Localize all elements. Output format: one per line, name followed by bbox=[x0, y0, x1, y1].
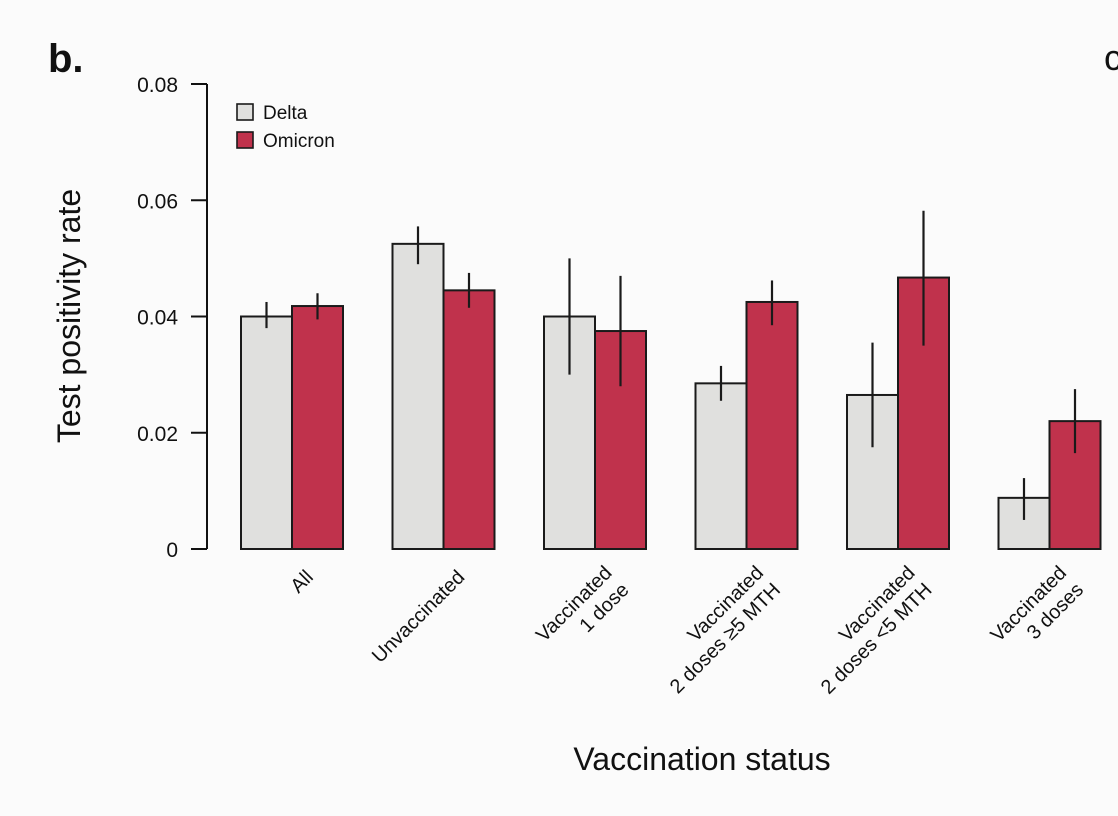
x-tick-labels: All Unvaccinated Vaccinated1 dose Vaccinate… bbox=[286, 562, 1088, 699]
x-tick-label-line: Unvaccinated bbox=[368, 566, 469, 667]
y-tick-label: 0.02 bbox=[137, 423, 178, 446]
x-tick-label: Vaccinated3 doses bbox=[987, 562, 1088, 663]
legend-label-omicron: Omicron bbox=[263, 131, 335, 152]
x-tick-label: Vaccinated2 doses ≥5 MTH bbox=[649, 562, 785, 698]
x-axis-title: Vaccination status bbox=[573, 741, 830, 777]
y-tick-label: 0.08 bbox=[137, 74, 178, 97]
legend-label-delta: Delta bbox=[263, 103, 308, 124]
y-axis-title: Test positivity rate bbox=[51, 189, 87, 443]
x-tick-label: Vaccinated1 dose bbox=[532, 562, 633, 663]
panel-label: b. bbox=[48, 37, 84, 81]
bar-omicron-3 bbox=[745, 300, 799, 550]
x-tick-label: Vaccinated2 doses <5 MTH bbox=[800, 562, 937, 699]
bar-delta-1 bbox=[391, 242, 445, 550]
bar-delta-3 bbox=[694, 382, 748, 550]
legend-swatch-omicron bbox=[236, 131, 254, 149]
bar-omicron-0 bbox=[291, 305, 344, 550]
y-tick-label: 0.04 bbox=[137, 307, 178, 330]
bar-delta-0 bbox=[240, 315, 293, 550]
y-axis: 0 0.02 0.04 0.06 0.08 bbox=[137, 74, 208, 562]
next-panel-fragment: c bbox=[1104, 37, 1118, 78]
x-tick-label: All bbox=[286, 566, 317, 597]
bar-omicron-1 bbox=[442, 289, 496, 550]
x-tick-label-line: All bbox=[286, 566, 317, 597]
y-tick-label: 0.06 bbox=[137, 190, 178, 213]
legend-swatch-delta bbox=[236, 103, 254, 121]
error-bars-group bbox=[265, 210, 1077, 520]
y-tick-label: 0 bbox=[166, 539, 178, 562]
legend: Delta Omicron bbox=[236, 103, 335, 152]
x-tick-label: Unvaccinated bbox=[368, 566, 469, 667]
bars-group bbox=[240, 242, 1102, 551]
